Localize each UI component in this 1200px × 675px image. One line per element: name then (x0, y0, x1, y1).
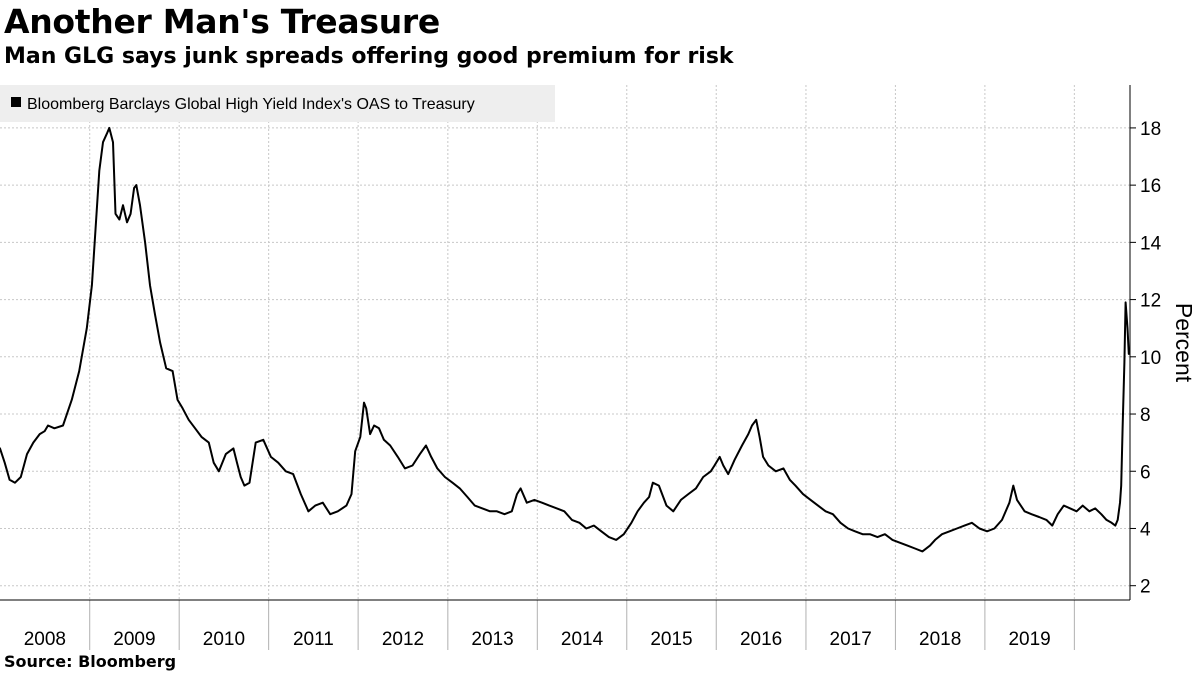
x-tick-label: 2015 (650, 629, 692, 650)
y-tick-label: 6 (1140, 462, 1151, 483)
y-tick-label: 2 (1140, 577, 1151, 598)
x-tick-label: 2010 (203, 629, 245, 650)
x-tick-label: 2019 (1008, 629, 1050, 650)
x-tick-label: 2009 (113, 629, 155, 650)
y-tick-label: 8 (1140, 405, 1151, 426)
x-tick-label: 2017 (830, 629, 872, 650)
source-note: Source: Bloomberg (4, 652, 177, 671)
x-tick-label: 2012 (382, 629, 424, 650)
y-tick-label: 12 (1140, 291, 1161, 312)
legend-swatch (11, 97, 21, 107)
chart-title: Another Man's Treasure (4, 2, 440, 41)
x-tick-label: 2018 (919, 629, 961, 650)
legend-background (0, 85, 555, 122)
x-tick-label: 2011 (293, 629, 334, 650)
y-tick-label: 18 (1140, 119, 1161, 140)
legend-label: Bloomberg Barclays Global High Yield Ind… (27, 96, 475, 113)
series-line (0, 126, 1130, 553)
x-tick-label: 2013 (471, 629, 513, 650)
y-tick-label: 4 (1140, 519, 1151, 540)
legend: Bloomberg Barclays Global High Yield Ind… (0, 85, 555, 122)
x-tick-label: 2008 (24, 629, 66, 650)
chart-subtitle: Man GLG says junk spreads offering good … (4, 44, 734, 69)
grid-lines (0, 85, 1130, 600)
y-axis-label: Percent (1171, 303, 1197, 383)
y-tick-label: 14 (1140, 233, 1162, 254)
x-tick-label: 2014 (561, 629, 604, 650)
x-tick-label: 2016 (740, 629, 782, 650)
series-layer (0, 126, 1130, 553)
y-tick-label: 10 (1140, 348, 1161, 369)
axes: 2 4 6 8 10 12 14 16 18 2008 2009 2010 2011 2012 2013 20… (0, 85, 1197, 650)
y-tick-label: 16 (1140, 176, 1161, 197)
